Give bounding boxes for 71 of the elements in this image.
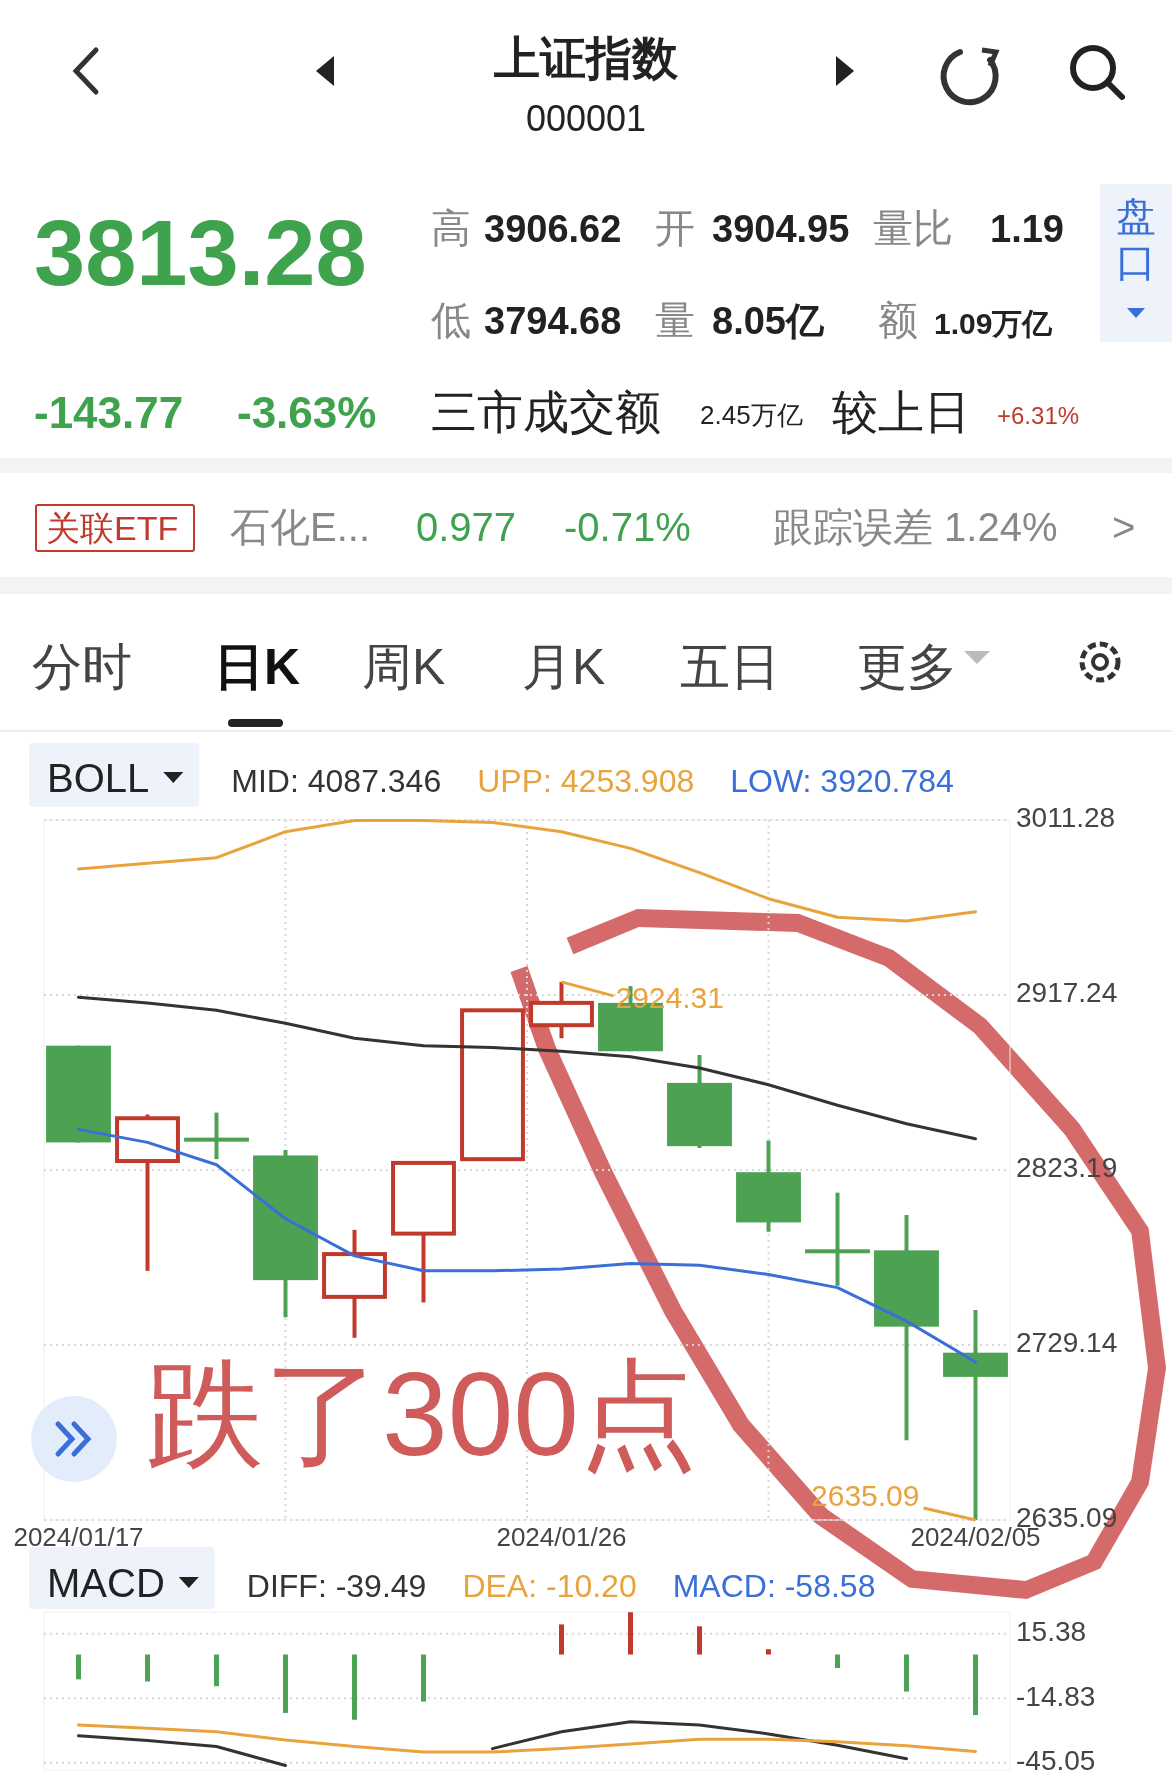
text: 3904.95	[712, 208, 850, 250]
text: 2.45万亿	[700, 400, 803, 430]
bar	[421, 1654, 426, 1702]
annotation: 跌了300点	[146, 1348, 697, 1480]
bar	[352, 1654, 357, 1720]
text: DEA: -10.20	[462, 1568, 637, 1604]
series-label: MACD: -58.58	[672, 1568, 876, 1604]
bar	[76, 1654, 81, 1680]
text: MID: 4087.346	[231, 763, 442, 799]
text: 分时	[32, 639, 132, 695]
series-label: UPP: 4253.908	[477, 763, 695, 799]
candlestick	[943, 1309, 1008, 1520]
text: DIFF: -39.49	[246, 1568, 427, 1604]
text: 量比	[873, 206, 953, 250]
y-tick-label: -14.83	[1016, 1680, 1096, 1712]
bar	[973, 1654, 978, 1716]
bar	[145, 1654, 150, 1682]
candlestick	[322, 1229, 387, 1338]
bar	[697, 1626, 702, 1655]
text: 3794.68	[484, 300, 622, 342]
text: 量	[655, 298, 695, 342]
text: 五日	[680, 639, 780, 695]
bar	[559, 1624, 564, 1655]
bar	[766, 1649, 771, 1655]
text: LOW: 3920.784	[730, 763, 954, 799]
text: 000001	[525, 98, 647, 139]
text: -143.77	[34, 388, 184, 437]
text: 额	[878, 298, 918, 342]
text: 月K	[522, 639, 606, 695]
text: 周K	[362, 639, 446, 695]
y-tick-label: 15.38	[1016, 1616, 1087, 1648]
y-tick-label: -45.05	[1016, 1745, 1096, 1777]
text: 三市成交额	[431, 386, 661, 438]
x-tick-label: 2024/01/26	[496, 1522, 627, 1552]
text: 低	[431, 298, 471, 342]
text: 上证指数	[494, 32, 679, 84]
bar	[214, 1654, 219, 1687]
text: 开	[655, 206, 695, 250]
legend-title: BOLL	[47, 756, 150, 800]
line-series	[77, 1723, 977, 1754]
line-series	[77, 819, 977, 923]
annotation: 2635.09	[811, 1479, 920, 1512]
text: 关联ETF	[46, 509, 179, 547]
text: -3.63%	[237, 388, 377, 437]
text: 日K	[214, 639, 301, 695]
text: 3906.62	[484, 208, 622, 250]
bar	[628, 1612, 633, 1655]
text: >	[1112, 505, 1136, 549]
text: -0.71%	[564, 505, 691, 549]
text: 较上日	[832, 386, 970, 438]
bar	[835, 1654, 840, 1669]
candlestick	[184, 1112, 249, 1160]
y-tick-label: 3011.28	[1016, 802, 1116, 834]
text: 盘口	[1116, 194, 1156, 284]
text: 1.09万亿	[934, 307, 1054, 340]
text: 1.19	[990, 208, 1064, 250]
text: 更多	[857, 639, 957, 695]
text: 高	[431, 206, 471, 250]
text: 跟踪误差 1.24%	[773, 505, 1058, 549]
x-tick-label: 2024/01/17	[13, 1522, 144, 1552]
bar	[283, 1654, 288, 1713]
text: 石化E...	[230, 505, 371, 549]
y-tick-label: 2729.14	[1016, 1327, 1118, 1359]
text: 3813.28	[34, 202, 367, 304]
candlestick	[805, 1192, 870, 1286]
text: 0.977	[416, 505, 517, 549]
text: +6.31%	[997, 402, 1080, 429]
text: 8.05亿	[712, 300, 825, 342]
legend-title: MACD	[47, 1561, 165, 1605]
bar	[904, 1654, 909, 1692]
y-tick-label: 2917.24	[1016, 977, 1118, 1009]
